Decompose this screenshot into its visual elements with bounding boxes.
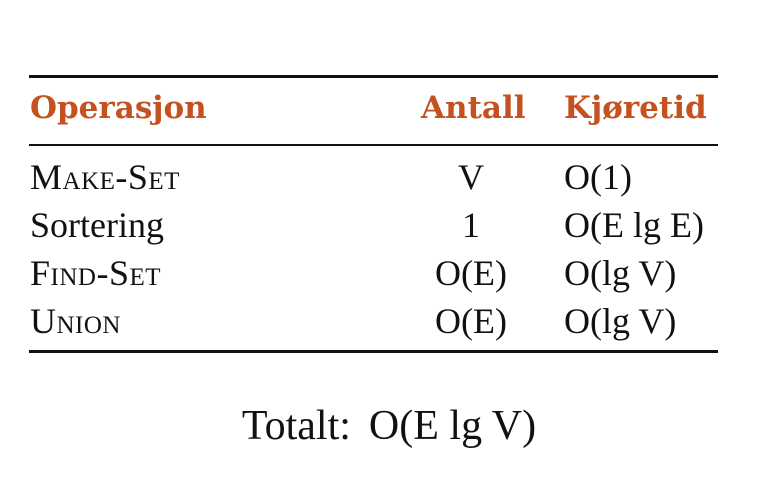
runtime-cell: O(1) <box>564 157 632 197</box>
operation-cell: Union <box>30 301 121 341</box>
total-value: O(E lg V) <box>368 403 537 449</box>
count-cell: O(E) <box>435 253 507 293</box>
total-line: Totalt: O(E lg V) <box>0 398 778 454</box>
runtime-cell: O(lg V) <box>564 301 677 341</box>
table-bottom-rule <box>29 350 718 353</box>
operation-cell: Find-Set <box>30 253 162 293</box>
runtime-cell: O(lg V) <box>564 253 677 293</box>
total-label: Totalt: <box>241 403 351 449</box>
table-top-rule <box>29 75 718 78</box>
column-header-count: Antall <box>421 90 526 126</box>
count-cell: V <box>458 157 484 197</box>
operation-cell: Make-Set <box>30 157 180 197</box>
count-cell: 1 <box>462 205 480 245</box>
operation-cell: Sortering <box>30 205 164 245</box>
count-cell: O(E) <box>435 301 507 341</box>
table-header-rule <box>29 144 718 146</box>
column-header-operation: Operasjon <box>30 90 207 126</box>
column-header-runtime: Kjøretid <box>564 90 707 126</box>
runtime-cell: O(E lg E) <box>564 205 704 245</box>
